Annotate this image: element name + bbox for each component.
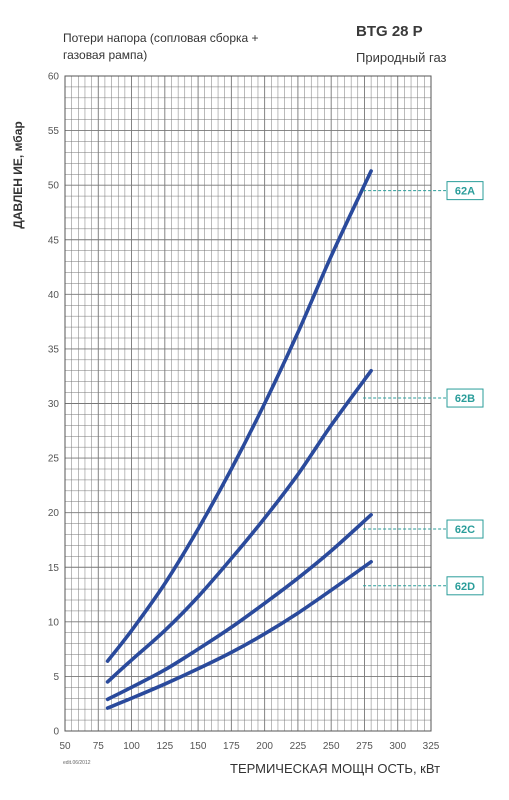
x-tick-label: 150	[190, 741, 207, 752]
x-tick-label: 300	[389, 741, 406, 752]
y-tick-label: 60	[48, 72, 60, 83]
x-tick-label: 75	[93, 741, 105, 752]
y-tick-label: 20	[48, 508, 60, 519]
x-tick-label: 100	[123, 741, 140, 752]
x-tick-label: 50	[59, 741, 71, 752]
x-axis-label: ТЕРМИЧЕСКАЯ МОЩН ОСТЬ, кВт	[230, 761, 441, 776]
y-tick-label: 15	[48, 563, 60, 574]
series-label-box	[446, 388, 484, 408]
chart-subtitle: Потери напора (сопловая сборка + газовая…	[63, 31, 259, 62]
y-tick-label: 30	[48, 399, 60, 410]
y-tick-label: 45	[48, 235, 60, 246]
y-tick-label: 25	[48, 454, 60, 465]
x-tick-label: 275	[356, 741, 373, 752]
edition-note: edit.06/2012	[63, 760, 91, 766]
y-tick-label: 55	[48, 126, 60, 137]
series-line-62a	[105, 169, 373, 663]
series-label-box	[446, 519, 484, 539]
x-tick-label: 125	[156, 741, 173, 752]
x-tick-label: 175	[223, 741, 240, 752]
series-line-62c	[105, 513, 373, 702]
y-tick-label: 50	[48, 181, 60, 192]
y-tick-label: 35	[48, 344, 60, 355]
series-label-box	[446, 181, 484, 201]
x-tick-label: 225	[290, 741, 307, 752]
y-tick-label: 0	[53, 727, 59, 738]
x-tick-label: 325	[423, 741, 440, 752]
series-line-62d	[105, 559, 373, 710]
series-label: 62B	[455, 393, 475, 405]
plot-frame	[64, 75, 432, 732]
series-label: 62D	[455, 581, 475, 593]
series-label-box	[446, 576, 484, 596]
y-tick-label: 5	[53, 672, 59, 683]
series-line-62b	[105, 368, 373, 684]
x-tick-label: 250	[323, 741, 340, 752]
fuel-type: Природный газ	[356, 50, 447, 65]
y-tick-label: 10	[48, 617, 60, 628]
x-tick-label: 200	[256, 741, 273, 752]
series-label: 62C	[455, 524, 475, 536]
model-title: BTG 28 P	[356, 23, 423, 40]
y-tick-label: 40	[48, 290, 60, 301]
series-label: 62A	[455, 186, 475, 198]
